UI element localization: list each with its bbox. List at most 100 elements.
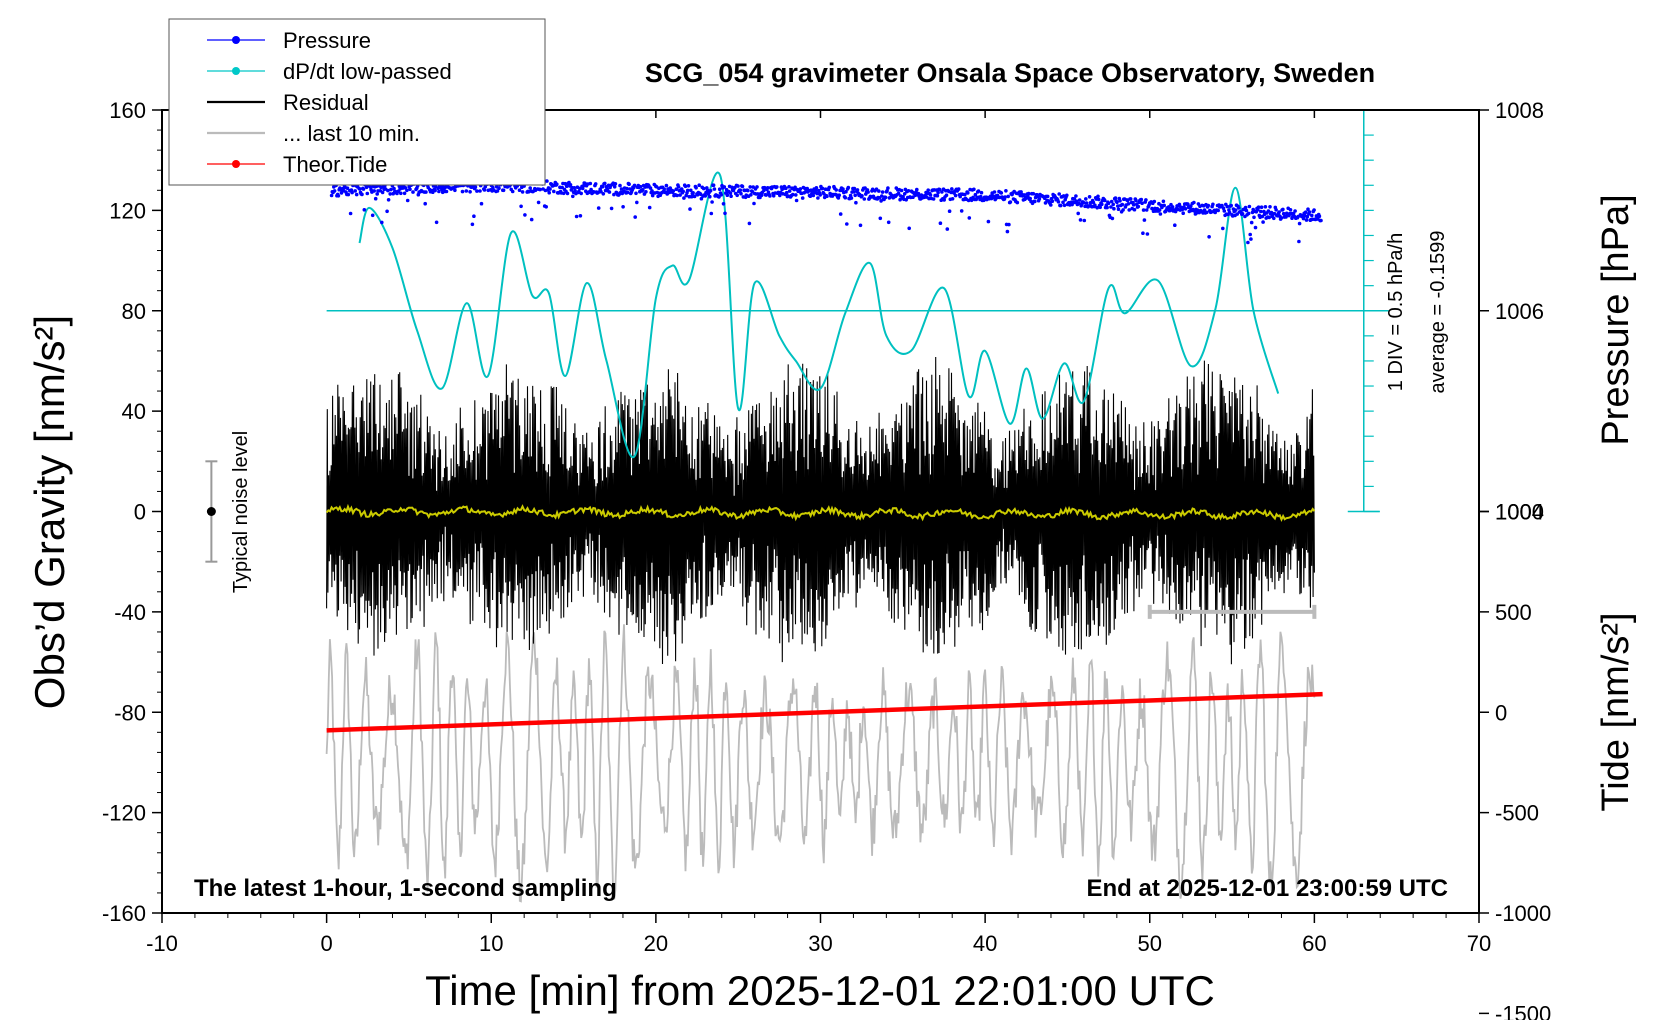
pressure-point <box>1111 202 1115 207</box>
bottom-left-note: The latest 1-hour, 1-second sampling <box>194 875 617 902</box>
pressure-point <box>1227 210 1232 215</box>
pressure-point <box>701 186 706 191</box>
legend-swatch-dot <box>232 160 240 168</box>
pressure-point <box>950 187 954 191</box>
pressure-point <box>697 183 701 187</box>
pressure-point <box>935 193 940 198</box>
pressure-point <box>1141 208 1146 212</box>
pressure-point <box>886 220 891 225</box>
pressure-point <box>1221 206 1226 210</box>
pressure-point <box>517 188 522 192</box>
tide-tick-label: 1000 <box>1495 500 1544 525</box>
y-tick-label: 40 <box>122 399 146 424</box>
pressure-point <box>1045 194 1050 199</box>
pressure-point <box>1304 218 1309 222</box>
pressure-point <box>684 193 688 198</box>
pressure-point <box>963 192 967 197</box>
pressure-point <box>648 186 653 190</box>
pressure-point <box>800 196 805 200</box>
pressure-point <box>722 185 727 189</box>
pressure-point <box>380 190 385 195</box>
pressure-point <box>899 188 904 193</box>
pressure-point <box>599 189 603 194</box>
pressure-point <box>497 186 501 191</box>
pressure-point <box>544 205 548 209</box>
pressure-point <box>972 187 976 192</box>
pressure-point <box>1237 206 1241 210</box>
x-tick-label: -10 <box>146 931 178 956</box>
y-axis-label-tide: Tide [nm/s²] <box>1595 612 1637 811</box>
pressure-point <box>380 220 384 225</box>
pressure-point <box>621 205 625 209</box>
pressure-point <box>692 194 697 199</box>
pressure-point <box>843 195 848 200</box>
pressure-point <box>1303 210 1308 214</box>
pressure-point <box>580 186 585 191</box>
pressure-point <box>759 193 764 198</box>
pressure-point <box>1126 202 1131 206</box>
legend-label: dP/dt low-passed <box>283 59 452 84</box>
pressure-point <box>1259 209 1263 214</box>
chart-title: SCG_054 gravimeter Onsala Space Observat… <box>645 58 1375 88</box>
pressure-point <box>768 194 772 198</box>
pressure-point <box>662 187 666 191</box>
pressure-point <box>1096 197 1101 202</box>
pressure-point <box>973 192 978 197</box>
pressure-point <box>627 182 631 186</box>
pressure-point <box>1113 196 1118 200</box>
pressure-point <box>678 193 682 197</box>
pressure-point <box>478 189 482 193</box>
pressure-point <box>612 185 617 189</box>
pressure-point <box>1281 207 1285 212</box>
x-tick-label: 60 <box>1302 931 1326 956</box>
pressure-point <box>1106 201 1111 206</box>
pressure-point <box>1235 212 1239 216</box>
pressure-point <box>571 194 575 199</box>
pressure-point <box>1134 198 1138 203</box>
pressure-point <box>787 185 791 189</box>
pressure-point <box>482 188 487 192</box>
pressure-point <box>986 219 991 224</box>
pressure-point <box>578 214 583 218</box>
residual-smoothed-line <box>325 503 1316 522</box>
pressure-point <box>572 186 577 190</box>
pressure-point <box>862 197 867 201</box>
pressure-point <box>453 188 457 193</box>
pressure-point <box>1268 205 1272 209</box>
pressure-point <box>880 194 884 198</box>
pressure-point <box>1306 207 1310 211</box>
pressure-point <box>938 221 943 225</box>
pressure-point <box>846 185 851 190</box>
pressure-point <box>1288 208 1293 212</box>
y-tick-label: -40 <box>114 600 146 625</box>
pressure-point <box>836 196 841 200</box>
tide-tick-label: -1500 <box>1495 1001 1551 1020</box>
pressure-point <box>1096 194 1100 199</box>
pressure-point <box>552 189 556 194</box>
pressure-point <box>634 191 638 196</box>
pressure-point <box>765 186 770 190</box>
residual-smoothed-series <box>325 503 1316 522</box>
pressure-point <box>1162 203 1166 208</box>
pressure-point <box>738 188 743 192</box>
pressure-point <box>1266 209 1271 213</box>
pressure-point <box>633 215 637 219</box>
y-tick-label: -80 <box>114 700 146 725</box>
pressure-point <box>468 190 472 194</box>
pressure-point <box>538 187 542 192</box>
pressure-point <box>1301 216 1306 221</box>
pressure-point <box>619 187 624 191</box>
pressure-point <box>1310 213 1314 218</box>
pressure-point <box>880 190 885 194</box>
pressure-point <box>825 194 829 198</box>
pressure-point <box>1142 218 1147 222</box>
pressure-point <box>686 184 691 188</box>
pressure-point <box>470 222 475 227</box>
pressure-point <box>902 192 907 196</box>
pressure-point <box>389 187 393 192</box>
pressure-point <box>959 209 964 213</box>
pressure-point <box>735 193 739 198</box>
pressure-point <box>945 227 950 231</box>
pressure-point <box>603 181 607 186</box>
pressure-point <box>1248 232 1252 237</box>
